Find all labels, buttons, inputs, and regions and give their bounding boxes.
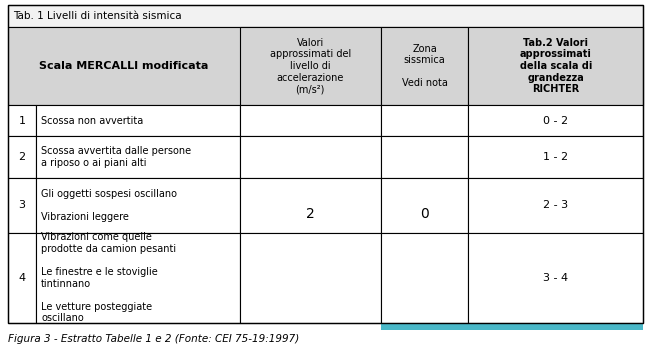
Text: Scala MERCALLI modificata: Scala MERCALLI modificata (39, 61, 208, 71)
Text: Tab. 1 Livelli di intensità sismica: Tab. 1 Livelli di intensità sismica (13, 11, 182, 21)
Text: Vibrazioni come quelle
prodotte da camion pesanti

Le finestre e le stoviglie
ti: Vibrazioni come quelle prodotte da camio… (41, 232, 176, 323)
Bar (36, 178, 240, 233)
Text: 2: 2 (306, 207, 314, 221)
Text: Scossa non avvertita: Scossa non avvertita (41, 115, 143, 126)
Bar (8, 5, 643, 27)
Text: 1 - 2: 1 - 2 (543, 152, 568, 162)
Bar (381, 233, 468, 323)
Text: 4: 4 (18, 273, 25, 283)
Text: Scossa avvertita dalle persone
a riposo o ai piani alti: Scossa avvertita dalle persone a riposo … (41, 146, 191, 168)
Bar (240, 233, 381, 323)
Text: Zona
sissmica

Vedi nota: Zona sissmica Vedi nota (402, 43, 447, 88)
Bar (381, 323, 643, 330)
Bar (8, 105, 36, 136)
Text: Gli oggetti sospesi oscillano

Vibrazioni leggere: Gli oggetti sospesi oscillano Vibrazioni… (41, 189, 177, 222)
Bar (8, 136, 36, 178)
Bar (240, 105, 381, 136)
Text: 0 - 2: 0 - 2 (543, 115, 568, 126)
Bar (381, 178, 468, 233)
Bar (240, 27, 381, 105)
Text: 2: 2 (18, 152, 25, 162)
Text: 0: 0 (420, 207, 429, 221)
Bar (36, 136, 240, 178)
Text: 3 - 4: 3 - 4 (543, 273, 568, 283)
Bar (8, 233, 36, 323)
Bar (36, 233, 240, 323)
Bar (381, 27, 468, 105)
Text: 3: 3 (18, 201, 25, 210)
Bar (468, 27, 643, 105)
Bar (8, 178, 36, 233)
Bar (240, 136, 381, 178)
Text: Valori
approssimati del
livello di
accelerazione
(m/s²): Valori approssimati del livello di accel… (270, 38, 351, 94)
Bar (468, 178, 643, 233)
Text: Tab.2 Valori
approssimati
della scala di
grandezza
RICHTER: Tab.2 Valori approssimati della scala di… (519, 38, 592, 94)
Bar (8, 5, 643, 323)
Bar (36, 105, 240, 136)
Text: Figura 3 - Estratto Tabelle 1 e 2 (Fonte: CEI 75-19:1997): Figura 3 - Estratto Tabelle 1 e 2 (Fonte… (8, 334, 299, 344)
Bar (468, 136, 643, 178)
Bar (240, 178, 381, 233)
Bar (8, 27, 643, 105)
Bar (468, 105, 643, 136)
Text: 1: 1 (18, 115, 25, 126)
Bar (468, 233, 643, 323)
Bar (381, 136, 468, 178)
Bar (381, 105, 468, 136)
Text: 2 - 3: 2 - 3 (543, 201, 568, 210)
